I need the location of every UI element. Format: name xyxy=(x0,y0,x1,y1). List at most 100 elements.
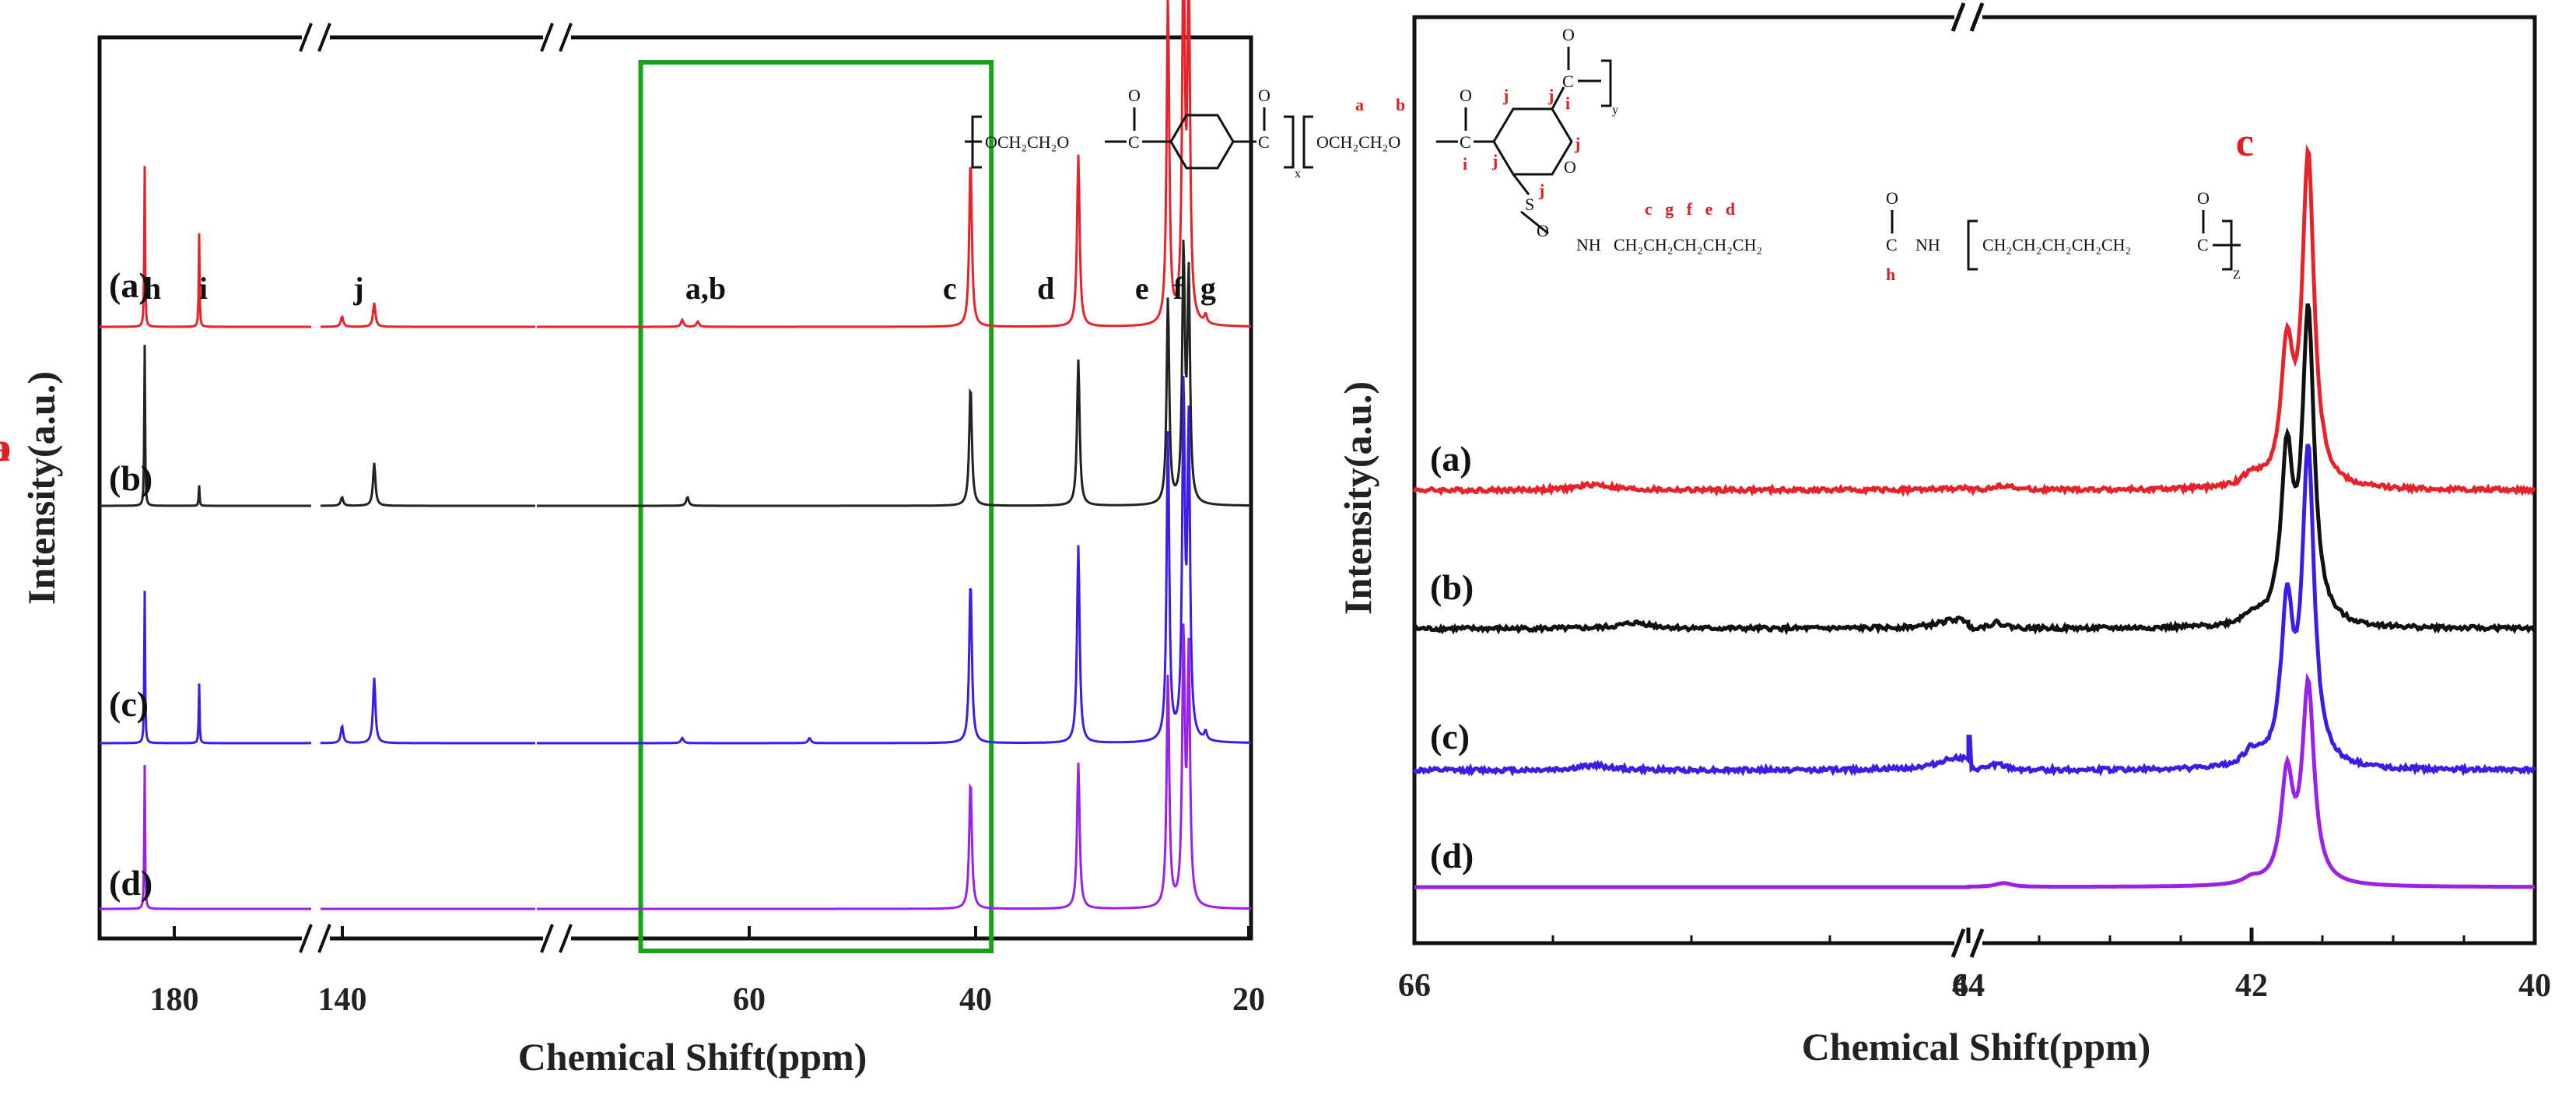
structure-bracket-1-right xyxy=(1284,115,1295,169)
left-trace-a-segment-1 xyxy=(321,302,535,328)
structure-chain-2: CH₂CH₂CH₂CH₂CH₂ xyxy=(1982,235,2131,254)
structure-label-j-5: j xyxy=(1538,181,1544,200)
structure-nh-2: NH xyxy=(1915,235,1940,254)
structure-ester-c-2: C xyxy=(1258,132,1270,152)
structure-benzene-ring-1 xyxy=(1169,114,1235,170)
structure-nh-1: NH xyxy=(1576,235,1601,254)
structure-label-j-2: j xyxy=(1547,86,1554,105)
left-trace-label-a: (a) xyxy=(109,265,151,305)
right-trace-d xyxy=(1414,672,2535,889)
right-break-mark-1a xyxy=(1950,928,1966,958)
left-trace-labels: (a) (b) (c) (d) xyxy=(109,265,152,903)
left-tick-label-60: 60 xyxy=(733,982,766,1018)
structure-amide-o: O xyxy=(1886,188,1898,208)
right-traces xyxy=(1412,144,2537,889)
right-tick-label-44: 44 xyxy=(1952,968,1985,1004)
structure-sulfonyl-o-2: O xyxy=(1537,221,1549,240)
right-trace-label-a: (a) xyxy=(1430,439,1472,479)
left-peak-label-5: d xyxy=(1037,271,1054,306)
right-axis-breaks xyxy=(1950,2,1985,958)
right-y-axis-title: Intensity(a.u.) xyxy=(1336,381,1379,615)
left-break-mark-bottom-0a xyxy=(299,924,313,953)
structure-carbonyl-o-2: O xyxy=(1258,86,1270,105)
structure-chain-letters: c g f e d xyxy=(1645,199,1735,219)
structure-ester-c-1: C xyxy=(1128,132,1140,152)
right-break-mark-0a xyxy=(1950,2,1966,32)
structure-sulfonyl-s: S xyxy=(1525,195,1534,214)
right-trace-b xyxy=(1412,303,2537,636)
structure-subscript-x: x xyxy=(1295,167,1301,181)
structure-segment-2: OCH₂CH₂O xyxy=(1316,132,1400,152)
structure-label-h: h xyxy=(1886,265,1895,284)
left-tick-label-140: 140 xyxy=(318,982,367,1018)
right-trace-label-b: (b) xyxy=(1430,567,1474,607)
left-break-mark-top-0a xyxy=(299,23,313,52)
right-break-mark-0b xyxy=(1969,2,1985,32)
structure-chain-1: CH₂CH₂CH₂CH₂CH₂ xyxy=(1614,235,1762,254)
structure-subscript-y: y xyxy=(1612,103,1618,117)
left-break-mark-bottom-0b xyxy=(317,924,331,953)
structure-bond-9 xyxy=(1520,210,1549,235)
structure-label-j-3: j xyxy=(1491,151,1498,170)
structure-amide-c: C xyxy=(1886,235,1898,254)
left-trace-b-segment-0 xyxy=(100,345,312,507)
structure-sulfonyl-o-1: O xyxy=(1564,157,1576,177)
structure-label-i-1: i xyxy=(1463,154,1467,174)
structure-bond-8 xyxy=(1512,174,1530,195)
left-tick-label-20: 20 xyxy=(1232,982,1265,1018)
right-tick-label-40: 40 xyxy=(2518,968,2551,1004)
left-peak-label-8: g xyxy=(1200,271,1216,306)
right-trace-labels: (a) (b) (c) (d) xyxy=(1430,439,1474,875)
left-peak-label-7: f xyxy=(1173,271,1184,306)
left-peak-labels: h i j a,b c d e f g xyxy=(144,271,1216,306)
right-tick-label-64: 64 xyxy=(1952,968,1985,1004)
structure-carbonyl-o-3: O xyxy=(1460,86,1472,105)
left-chart-frame xyxy=(97,35,1253,941)
right-peak-label-c: c xyxy=(2236,121,2254,165)
right-peak-labels: ab c xyxy=(0,121,2254,470)
left-peak-label-4: c xyxy=(943,271,957,306)
structure-label-a: a xyxy=(1355,95,1364,114)
left-peak-label-1: i xyxy=(199,271,208,306)
left-trace-label-d: (d) xyxy=(109,863,152,903)
left-trace-b-segment-2 xyxy=(537,240,1251,507)
left-axis-breaks xyxy=(299,23,573,953)
left-x-axis-title: Chemical Shift(ppm) xyxy=(518,1035,867,1079)
structure-bond-6 xyxy=(1551,86,1565,110)
right-peak-label-b: b xyxy=(0,426,11,470)
left-peak-label-2: j xyxy=(352,271,363,306)
right-peak-label-a: a xyxy=(0,426,10,470)
left-trace-c-segment-0 xyxy=(100,591,311,745)
structure-carbonyl-o-4: O xyxy=(1562,25,1575,44)
left-trace-b-segment-1 xyxy=(321,462,535,507)
left-peak-label-6: e xyxy=(1135,271,1149,306)
left-y-axis-title: Intensity(a.u.) xyxy=(19,371,63,605)
structure-label-i-2: i xyxy=(1565,93,1570,113)
right-chart-frame xyxy=(1412,15,2537,945)
structure-subscript-z: Z xyxy=(2233,268,2241,282)
structure-benzene-ring-2 xyxy=(1492,107,1573,176)
structure-label-j-4: j xyxy=(1574,134,1580,153)
left-trace-d-segment-0 xyxy=(100,765,311,910)
structure-bracket-3-right xyxy=(1601,59,1612,107)
left-trace-a-segment-2 xyxy=(537,0,1251,328)
structure-label-b: b xyxy=(1396,95,1405,114)
right-trace-c xyxy=(1412,443,2536,777)
left-peak-label-0: h xyxy=(144,271,161,306)
structure-ester-c-3: C xyxy=(1460,132,1471,152)
right-x-axis-title: Chemical Shift(ppm) xyxy=(1802,1025,2151,1068)
right-trace-label-c: (c) xyxy=(1430,717,1470,756)
right-tick-label-42: 42 xyxy=(2235,968,2268,1004)
left-break-mark-top-1a xyxy=(540,23,554,52)
polymer-structure: OCH₂CH₂O C O C O x OCH₂CH₂O a b C O i xyxy=(965,25,2241,284)
left-trace-d-segment-2 xyxy=(537,623,1251,910)
structure-terminal-o: O xyxy=(2197,188,2210,208)
left-break-mark-top-1b xyxy=(559,23,573,52)
structure-carbonyl-o-1: O xyxy=(1128,86,1141,105)
left-trace-a-segment-0 xyxy=(100,166,311,328)
left-traces xyxy=(100,0,1251,910)
left-trace-c-segment-1 xyxy=(321,677,535,745)
